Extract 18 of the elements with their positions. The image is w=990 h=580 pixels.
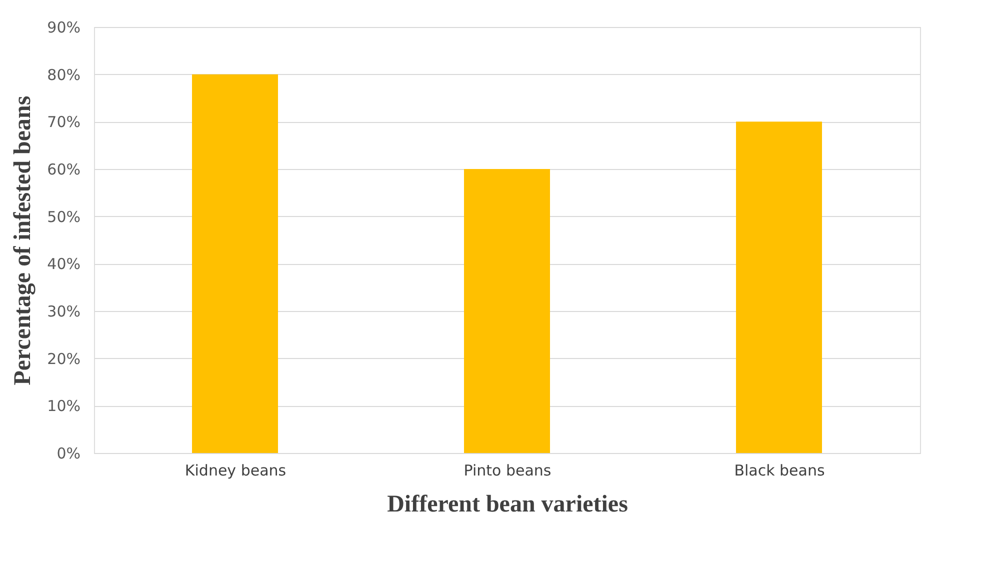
y-axis-title: Percentage of infested beans [10,96,36,386]
y-tick-label: 10% [47,397,80,416]
y-tick-label: 20% [47,350,80,368]
x-tick-label: Kidney beans [184,462,286,480]
y-tick-label: 70% [47,113,80,132]
x-tick-label: Pinto beans [464,462,552,480]
bar [192,74,278,453]
x-axis-title: Different bean varieties [387,492,628,518]
bar [464,169,550,453]
y-tick-label: 0% [56,444,80,462]
x-tick-label: Black beans [734,462,825,480]
y-tick-label: 50% [47,208,80,226]
y-tick-label: 30% [47,302,80,320]
y-tick-label: 90% [47,18,80,36]
y-tick-label: 60% [47,160,80,178]
bar [736,122,822,453]
y-tick-label: 80% [47,66,80,84]
y-tick-label: 40% [47,255,80,274]
